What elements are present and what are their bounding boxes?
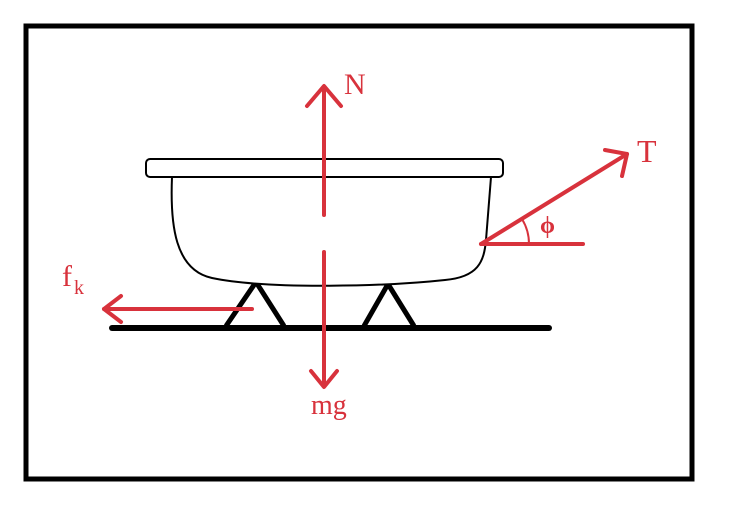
diagram-frame — [23, 23, 695, 482]
friction-arrowhead — [102, 294, 123, 324]
tension-label: T — [637, 133, 657, 169]
normal-force-arrowhead — [305, 84, 343, 108]
weight-label: mg — [311, 390, 347, 421]
normal-force-label: N — [344, 68, 366, 101]
angle-label: ϕ — [540, 213, 555, 239]
angle-arc — [521, 218, 531, 245]
bathtub-foot-left — [223, 277, 287, 328]
bathtub-body — [170, 176, 492, 287]
tension-arrow — [479, 152, 629, 246]
friction-label-main: f — [62, 260, 72, 293]
weight-arrowhead — [309, 369, 339, 389]
bathtub-foot-right — [361, 279, 417, 328]
tension-arrowhead — [603, 148, 629, 178]
friction-label-subscript: k — [74, 277, 84, 299]
